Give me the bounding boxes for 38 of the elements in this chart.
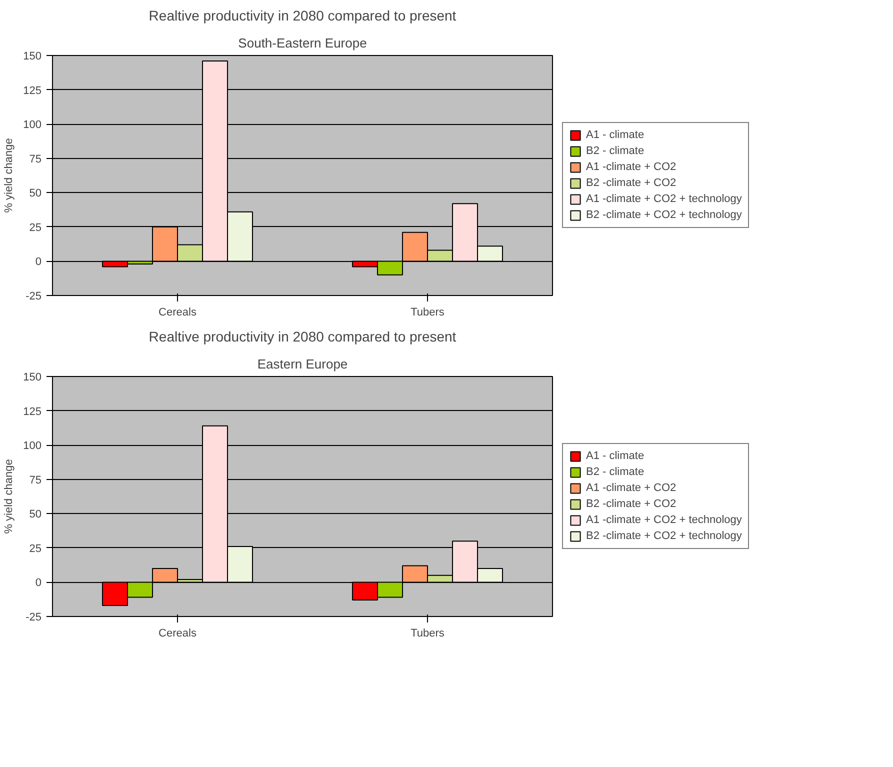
- y-tick-label: -25: [26, 290, 42, 302]
- legend-label: B2 - climate: [586, 145, 644, 157]
- legend-label: B2 - climate: [586, 466, 644, 478]
- legend-label: A1 - climate: [586, 129, 644, 141]
- y-axis-title: % yield change: [3, 459, 16, 534]
- legend-label: A1 -climate + CO2: [586, 161, 676, 173]
- y-tick-label: 25: [29, 542, 42, 555]
- chart-subtitle: South-Eastern Europe: [238, 36, 367, 50]
- y-tick-label: 50: [29, 188, 42, 200]
- chart-title: Realtive productivity in 2080 compared to present: [148, 328, 456, 344]
- legend-label: B2 -climate + CO2 + technology: [586, 209, 742, 221]
- y-tick-label: 75: [29, 153, 42, 166]
- y-tick-label: 100: [23, 440, 42, 452]
- legend-label: B2 -climate + CO2: [586, 498, 676, 510]
- y-tick-label: 150: [23, 50, 42, 62]
- y-axis-title: % yield change: [3, 138, 16, 213]
- y-tick-label: 25: [29, 222, 42, 234]
- x-tick-label: Cereals: [158, 306, 197, 318]
- y-tick-label: 150: [23, 372, 42, 384]
- legend-label: B2 -climate + CO2 + technology: [586, 530, 742, 542]
- y-tick-label: -25: [26, 612, 42, 624]
- legend-label: A1 -climate + CO2: [586, 482, 676, 494]
- y-tick-label: 0: [35, 256, 42, 268]
- chart-subtitle: Eastern Europe: [257, 356, 348, 372]
- y-tick-label: 0: [35, 577, 42, 590]
- x-tick-label: Tubers: [410, 628, 445, 640]
- legend-label: A1 - climate: [586, 450, 644, 462]
- x-tick-label: Tubers: [410, 306, 445, 318]
- legend-label: A1 -climate + CO2 + technology: [586, 514, 742, 526]
- chart-title: Realtive productivity in 2080 compared to present: [148, 8, 456, 24]
- y-tick-label: 50: [29, 508, 42, 521]
- y-tick-label: 75: [29, 474, 42, 486]
- legend-label: B2 -climate + CO2: [586, 177, 676, 189]
- x-tick-label: Cereals: [158, 628, 197, 640]
- y-tick-label: 125: [23, 406, 42, 418]
- legend-label: A1 -climate + CO2 + technology: [586, 193, 742, 205]
- y-tick-label: 100: [23, 119, 42, 132]
- y-tick-label: 125: [23, 84, 42, 97]
